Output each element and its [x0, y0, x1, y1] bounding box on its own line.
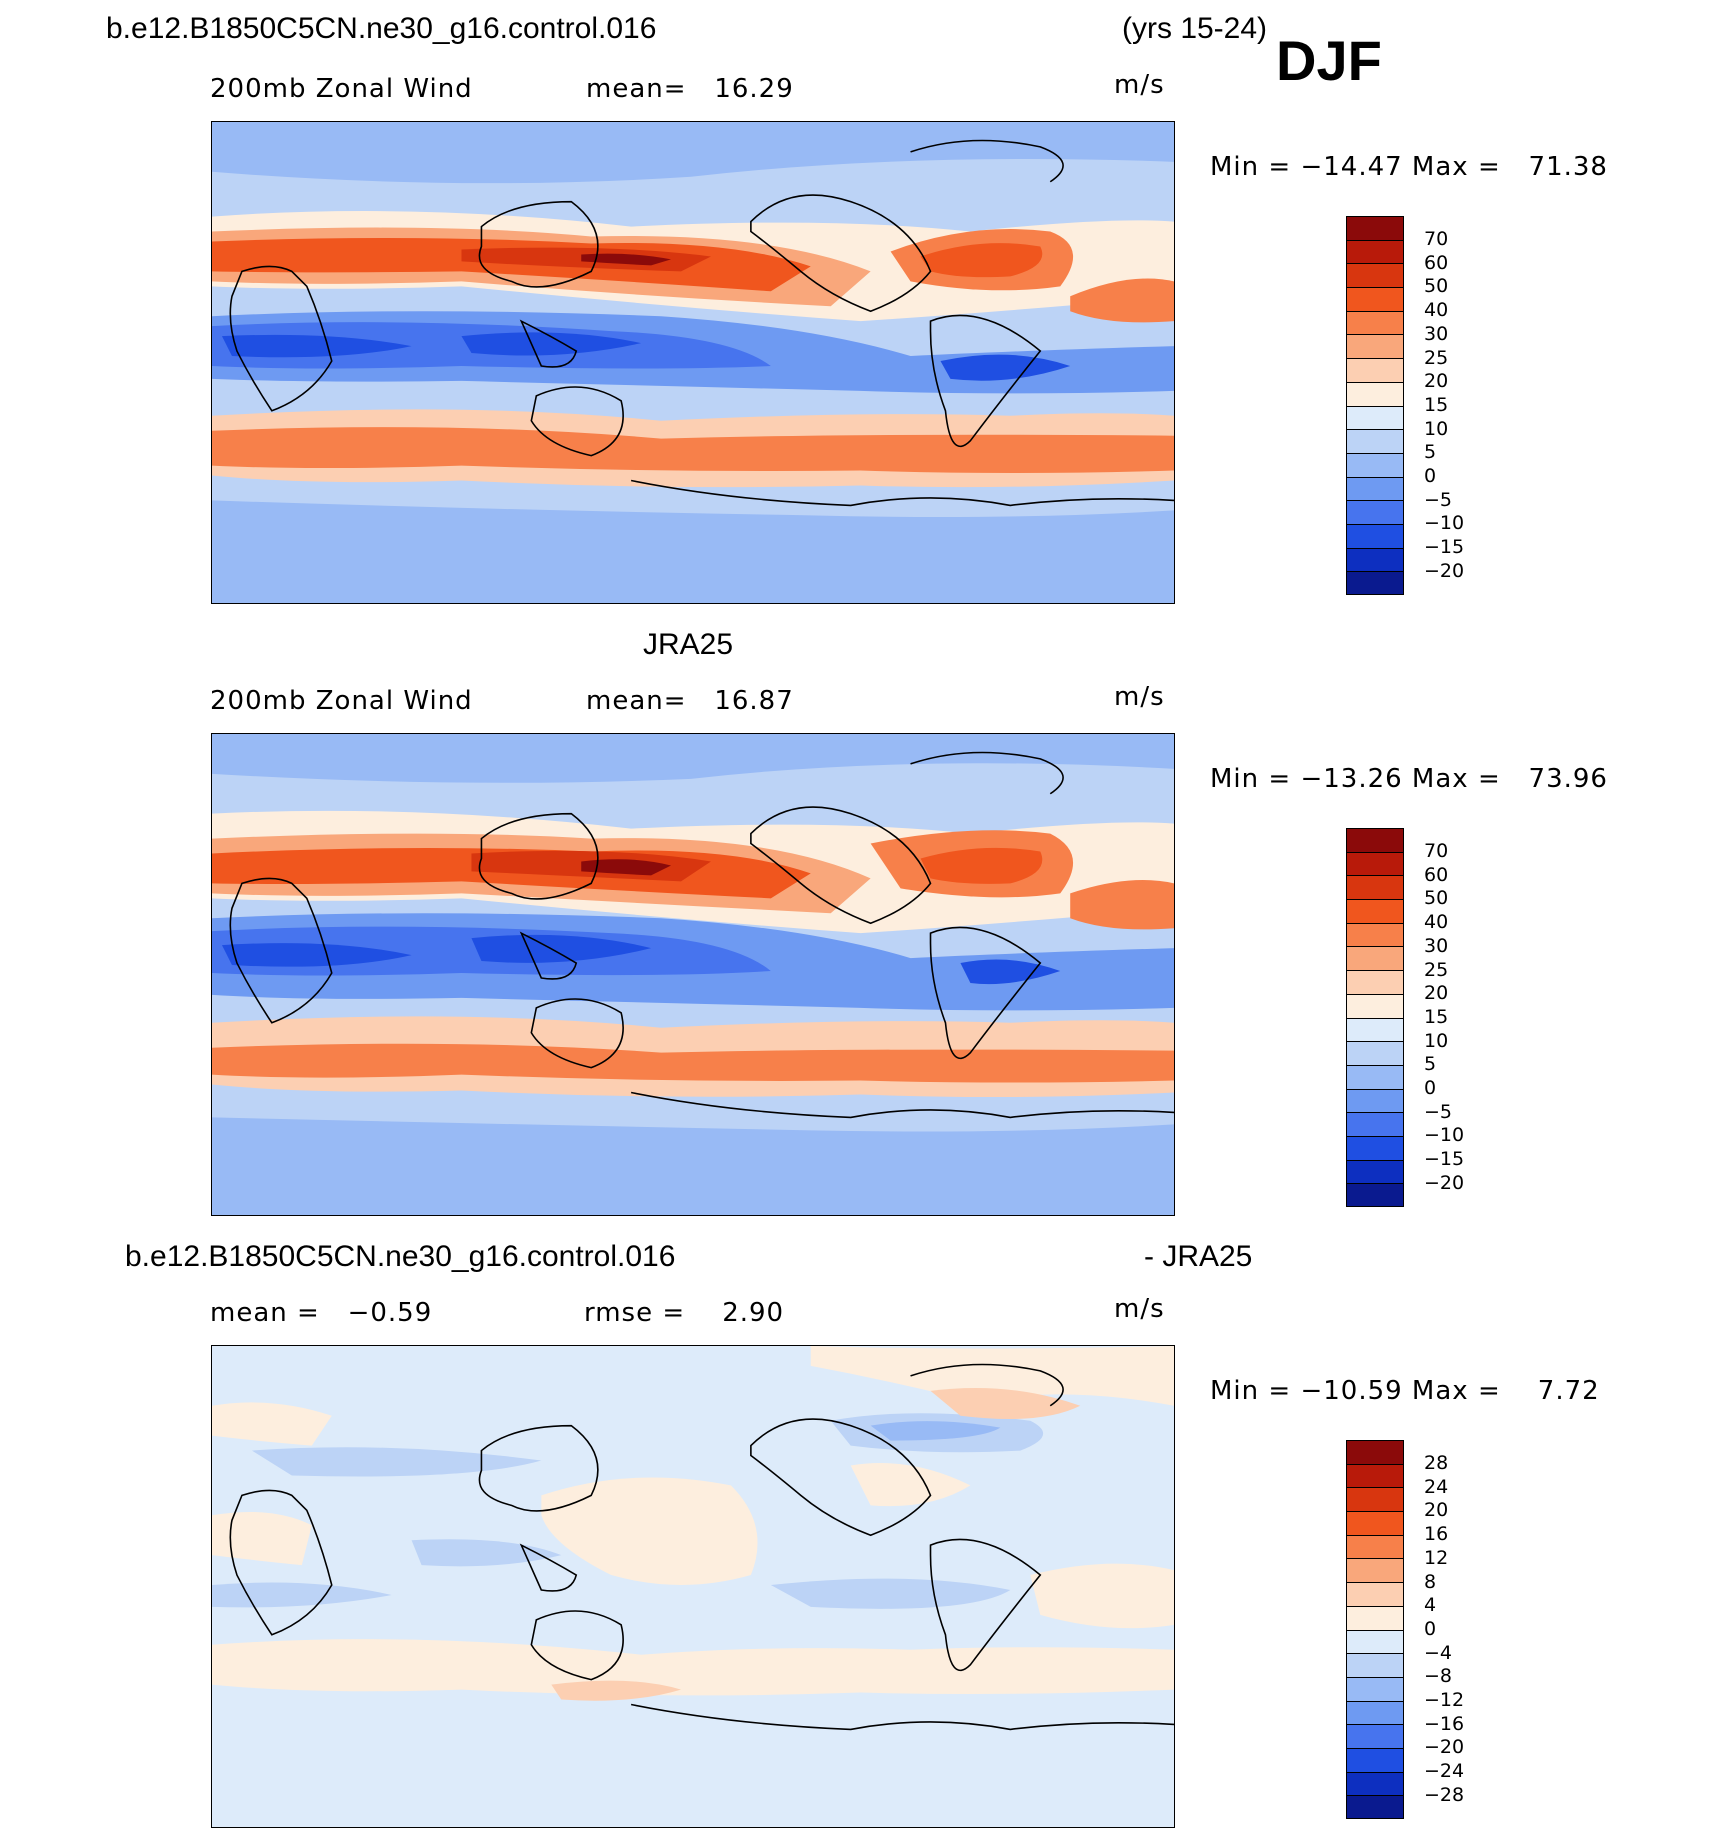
- panel1-mean-label: mean= 16.29: [586, 74, 794, 104]
- colorbar-label: −12: [1424, 1689, 1465, 1711]
- panel3-rmse-label: rmse = 2.90: [584, 1298, 785, 1328]
- panel2-heading: JRA25: [643, 628, 734, 661]
- panel3-mean-label: mean = −0.59: [210, 1298, 433, 1328]
- colorbar-label: 20: [1424, 982, 1449, 1005]
- colorbar-label: 20: [1424, 1499, 1449, 1522]
- panel3-heading-right: - JRA25: [1144, 1240, 1253, 1273]
- colorbar-label: 0: [1424, 1077, 1437, 1099]
- colorbar-label: 12: [1424, 1546, 1449, 1569]
- colorbar-label: −15: [1424, 1148, 1465, 1171]
- colorbar-label: 8: [1424, 1570, 1437, 1593]
- panel3-minmax-label: Min = −10.59 Max = 7.72: [1210, 1376, 1600, 1406]
- colorbar-label: −16: [1424, 1712, 1465, 1735]
- panel1-minmax-label: Min = −14.47 Max = 71.38: [1210, 152, 1608, 182]
- colorbar-label: −8: [1424, 1665, 1453, 1688]
- panel2-units-label: m/s: [1114, 682, 1165, 712]
- panel1-colorbar: [1346, 216, 1404, 595]
- colorbar-label: 50: [1424, 887, 1449, 910]
- colorbar-label: 24: [1424, 1475, 1449, 1498]
- season-label: DJF: [1276, 29, 1382, 92]
- colorbar-label: −10: [1424, 1124, 1465, 1147]
- colorbar-label: 25: [1424, 346, 1449, 369]
- colorbar-label: −5: [1424, 1100, 1453, 1123]
- colorbar-label: 70: [1424, 840, 1449, 862]
- panel2-colorbar: [1346, 828, 1404, 1207]
- panel1-map: [211, 121, 1175, 604]
- colorbar-label: 16: [1424, 1523, 1449, 1546]
- colorbar-label: 0: [1424, 1617, 1437, 1640]
- colorbar-label: 15: [1424, 393, 1449, 416]
- colorbar-label: 4: [1424, 1594, 1437, 1617]
- panel1-variable-label: 200mb Zonal Wind: [210, 74, 473, 104]
- colorbar-label: −20: [1424, 1171, 1465, 1194]
- colorbar-label: −20: [1424, 1736, 1465, 1759]
- colorbar-label: 40: [1424, 911, 1449, 934]
- colorbar-label: 10: [1424, 1029, 1449, 1052]
- panel3-colorbar: [1346, 1440, 1404, 1819]
- panel2-minmax-label: Min = −13.26 Max = 73.96: [1210, 764, 1608, 794]
- colorbar-label: 60: [1424, 251, 1449, 274]
- colorbar-label: 5: [1424, 1053, 1437, 1076]
- colorbar-label: 15: [1424, 1005, 1449, 1028]
- years-label: (yrs 15-24): [1122, 12, 1268, 45]
- colorbar-label: 30: [1424, 934, 1449, 957]
- panel3-map: [211, 1345, 1175, 1828]
- colorbar-label: 70: [1424, 228, 1449, 250]
- colorbar-label: −15: [1424, 536, 1465, 559]
- colorbar-label: 60: [1424, 863, 1449, 886]
- colorbar-label: 50: [1424, 275, 1449, 298]
- colorbar-label: −4: [1424, 1641, 1453, 1664]
- panel3-heading-left: b.e12.B1850C5CN.ne30_g16.control.016: [125, 1240, 676, 1273]
- panel2-variable-label: 200mb Zonal Wind: [210, 686, 473, 716]
- case-title: b.e12.B1850C5CN.ne30_g16.control.016: [106, 12, 657, 45]
- colorbar-label: 40: [1424, 299, 1449, 322]
- colorbar-label: −24: [1424, 1760, 1465, 1783]
- colorbar-label: 28: [1424, 1452, 1449, 1474]
- panel1-units-label: m/s: [1114, 70, 1165, 100]
- colorbar-label: 30: [1424, 322, 1449, 345]
- colorbar-label: 0: [1424, 465, 1437, 487]
- colorbar-label: 20: [1424, 370, 1449, 393]
- panel2-mean-label: mean= 16.87: [586, 686, 794, 716]
- colorbar-label: 10: [1424, 417, 1449, 440]
- colorbar-label: −10: [1424, 512, 1465, 535]
- colorbar-label: −20: [1424, 559, 1465, 582]
- colorbar-label: 5: [1424, 441, 1437, 464]
- colorbar-label: −28: [1424, 1783, 1465, 1806]
- colorbar-label: −5: [1424, 488, 1453, 511]
- panel2-map: [211, 733, 1175, 1216]
- colorbar-label: 25: [1424, 958, 1449, 981]
- panel3-units-label: m/s: [1114, 1294, 1165, 1324]
